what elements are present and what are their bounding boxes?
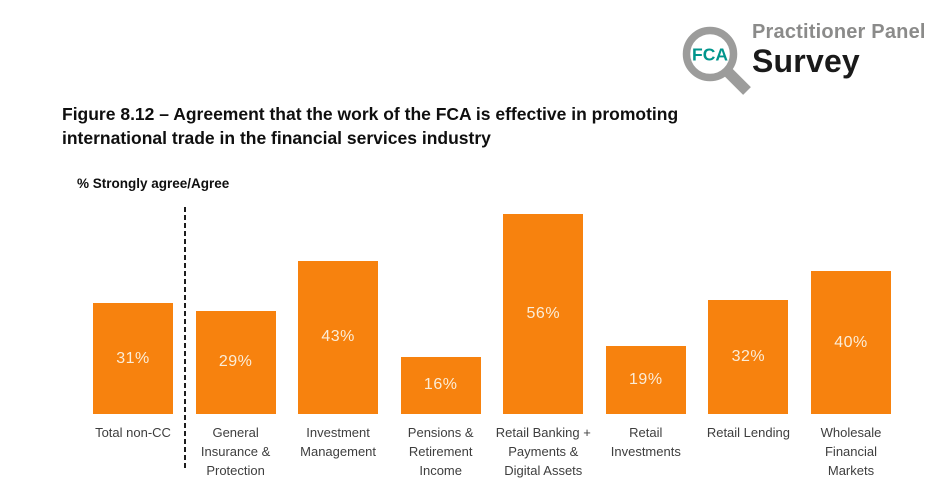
brand-survey: Survey <box>752 43 860 79</box>
bar-value-label: 32% <box>731 347 766 365</box>
bar: 29% <box>195 310 276 414</box>
magnifier-ring-icon <box>682 26 738 82</box>
bar-value-label: 19% <box>629 371 663 389</box>
category-label: Total non-CC <box>95 425 171 440</box>
category-label: Pensions & Retirement Income <box>407 425 474 478</box>
magnifier-handle-icon <box>723 67 751 95</box>
bar: 16% <box>400 356 481 414</box>
y-axis-label: % Strongly agree/Agree <box>77 176 230 191</box>
bar: 31% <box>93 303 173 414</box>
category-label: Retail Lending <box>706 425 790 440</box>
bar-value-label: 31% <box>116 349 150 367</box>
bar-value-label: 40% <box>834 333 868 351</box>
category-label: Investment Management <box>300 425 377 459</box>
total-separator-dashed-line <box>184 207 186 470</box>
bar-value-label: 43% <box>321 328 355 346</box>
bar: 19% <box>605 346 686 414</box>
bar: 32% <box>708 299 789 414</box>
bar-value-label: 56% <box>526 305 561 323</box>
bar-value-label: 16% <box>423 376 458 394</box>
bar: 43% <box>298 260 379 414</box>
bar: 40% <box>811 271 891 414</box>
fca-magnifier-logo: FCA <box>682 26 751 95</box>
brand-practitioner-panel: Practitioner Panel <box>752 21 926 43</box>
figure-title: Figure 8.12 – Agreement that the work of… <box>62 104 679 148</box>
bar: 56% <box>503 214 584 414</box>
category-label: Wholesale Financial Markets <box>820 425 882 478</box>
bar-value-label: 29% <box>218 353 253 371</box>
category-label: Retail Banking + Payments & Digital Asse… <box>495 425 591 478</box>
category-label: Retail Investments <box>610 425 681 459</box>
category-label: General Insurance & Protection <box>200 425 271 478</box>
fca-logo-text: FCA <box>692 45 728 65</box>
